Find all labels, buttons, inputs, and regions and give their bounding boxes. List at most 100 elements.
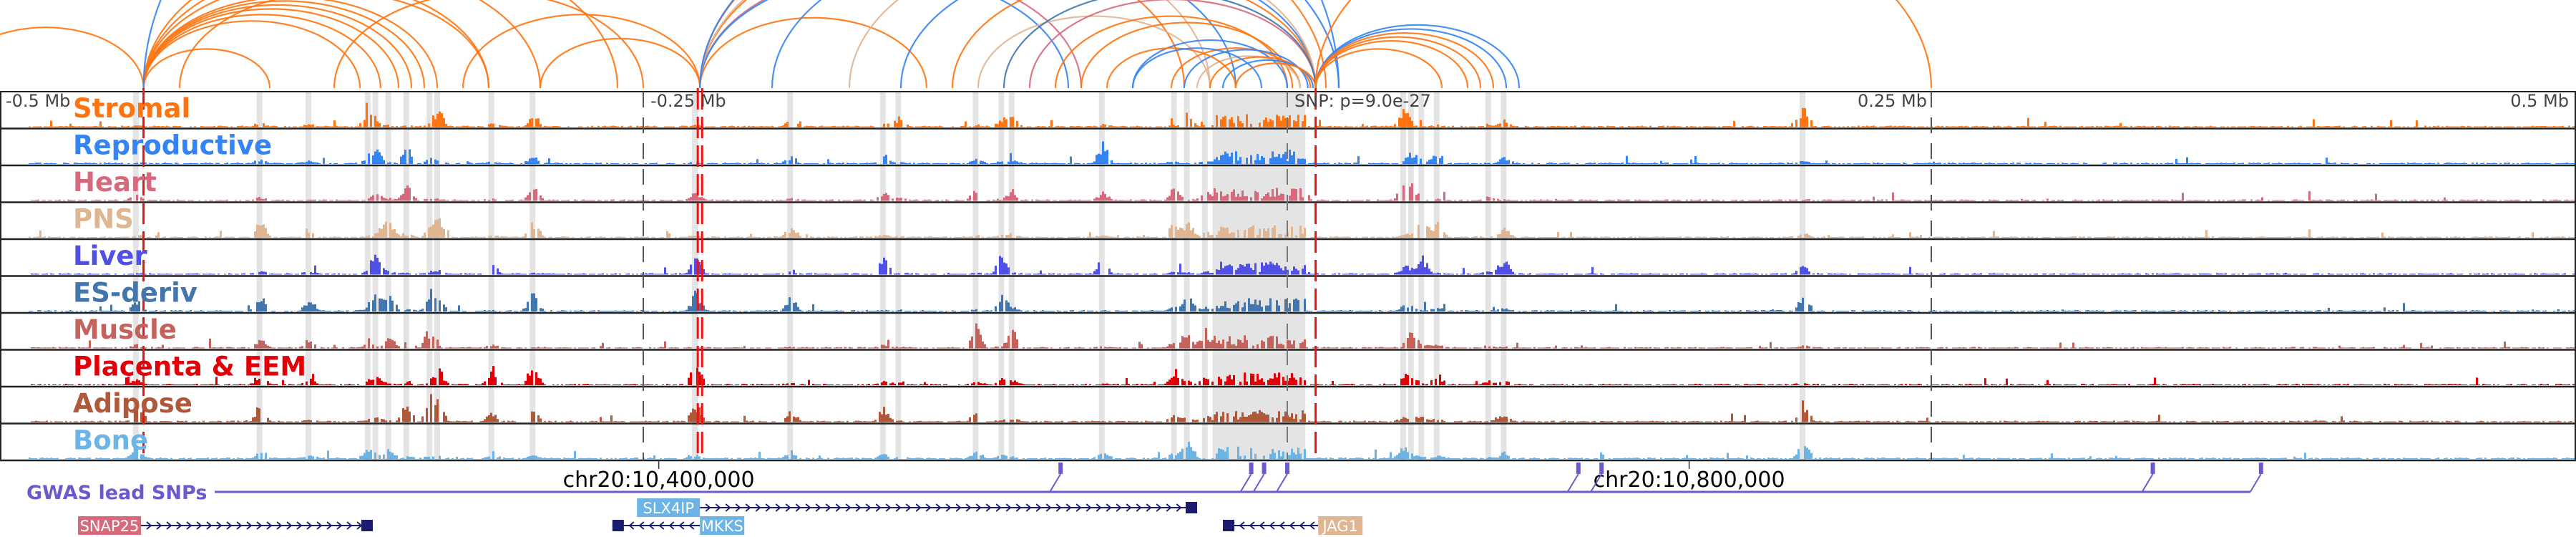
strand-arrow xyxy=(805,503,811,512)
strand-arrow xyxy=(825,503,831,512)
strand-arrow xyxy=(1065,503,1072,512)
strand-arrow xyxy=(1035,503,1042,512)
loop-arc xyxy=(848,0,1317,89)
strand-arrow xyxy=(995,503,1002,512)
gwas-snp-connector xyxy=(1590,473,1603,493)
loop-arc xyxy=(142,0,426,89)
gwas-track: GWAS lead SNPs xyxy=(26,463,2263,504)
gwas-snp-connector xyxy=(1239,473,1252,493)
loop-arc xyxy=(1209,56,1312,89)
strand-arrow xyxy=(1005,503,1012,512)
loop-arc xyxy=(1314,0,1933,89)
strand-arrow xyxy=(1116,503,1122,512)
gwas-snp-marker xyxy=(1599,463,1604,474)
track-label: PNS xyxy=(73,204,134,235)
tick-label: 0.5 Mb xyxy=(2510,91,2569,111)
strand-arrow xyxy=(915,503,922,512)
signal-bars xyxy=(29,141,2576,164)
signal-bars xyxy=(31,254,2576,275)
strand-arrow xyxy=(206,521,213,530)
strand-arrow xyxy=(815,503,821,512)
gwas-snp-marker xyxy=(1262,463,1267,474)
gene-snap25: SNAP25 xyxy=(78,516,373,535)
loop-arc xyxy=(899,0,1317,89)
strand-arrow xyxy=(266,521,273,530)
strand-arrow xyxy=(186,521,192,530)
strand-arrow xyxy=(276,521,283,530)
strand-arrow xyxy=(256,521,263,530)
loop-arc xyxy=(1131,47,1263,89)
gwas-snp-connector xyxy=(1252,473,1265,493)
strand-arrow xyxy=(236,521,243,530)
signal-bars xyxy=(29,102,2576,127)
gwas-snp-connector xyxy=(1566,473,1579,493)
strand-arrow xyxy=(1259,521,1265,530)
strand-arrow xyxy=(196,521,203,530)
gwas-snp-connector xyxy=(1276,473,1288,493)
gwas-snp-connector xyxy=(1049,473,1062,493)
strand-arrow xyxy=(845,503,852,512)
loop-arcs xyxy=(0,0,1933,89)
loop-arc xyxy=(142,14,381,89)
strand-arrow xyxy=(785,503,791,512)
strand-arrow xyxy=(346,521,353,530)
strand-arrow xyxy=(1166,503,1172,512)
gwas-snp-marker xyxy=(1058,463,1063,474)
strand-arrow xyxy=(935,503,942,512)
strand-arrow xyxy=(965,503,972,512)
signal-track-muscle xyxy=(31,323,2576,349)
track-label: Heart xyxy=(73,167,157,198)
strand-arrow xyxy=(1096,503,1102,512)
strand-arrow xyxy=(725,503,731,512)
strand-arrow xyxy=(1025,503,1032,512)
axis-labels: -0.5 Mb -0.25 Mb 0.25 Mb 0.5 Mb SNP: p=9… xyxy=(6,91,2569,493)
strand-arrow xyxy=(1156,503,1162,512)
strand-arrow xyxy=(1239,521,1245,530)
loop-arc xyxy=(1314,32,1495,89)
tick-label: -0.5 Mb xyxy=(6,91,70,111)
gene-exon xyxy=(361,520,373,531)
snp-label: SNP: p=9.0e-27 xyxy=(1294,91,1431,111)
signal-track-adipose xyxy=(31,394,2576,422)
strand-arrow xyxy=(1249,521,1255,530)
strand-arrow xyxy=(715,503,721,512)
loop-arc xyxy=(1106,47,1237,89)
track-label: Adipose xyxy=(73,388,192,419)
strand-arrow xyxy=(1146,503,1152,512)
strand-arrow xyxy=(246,521,253,530)
loop-arc xyxy=(1028,0,1317,89)
signal-track-heart xyxy=(31,183,2575,201)
signal-bars xyxy=(29,218,2575,238)
strand-arrow xyxy=(945,503,952,512)
loop-arc xyxy=(142,0,619,89)
loop-arc xyxy=(142,0,439,89)
strand-arrow xyxy=(865,503,872,512)
strand-arrow xyxy=(216,521,223,530)
loop-arc xyxy=(1054,15,1289,89)
loop-arc xyxy=(462,14,701,89)
gwas-snp-connector xyxy=(2249,473,2262,493)
strand-arrow xyxy=(1279,521,1285,530)
track-label: Stromal xyxy=(73,93,190,124)
strand-arrow xyxy=(795,503,801,512)
strand-arrow xyxy=(775,503,781,512)
strand-arrow xyxy=(1176,503,1182,512)
gwas-snp-marker xyxy=(1285,463,1289,474)
track-labels: Stromal Reproductive Heart PNS Liver ES-deriv… xyxy=(73,93,306,456)
signal-bars xyxy=(31,394,2576,422)
strand-arrow xyxy=(875,503,882,512)
strand-arrow xyxy=(925,503,932,512)
loop-arc xyxy=(1234,62,1317,89)
strand-arrow xyxy=(885,503,892,512)
strand-arrow xyxy=(648,521,655,530)
loop-arc xyxy=(951,0,1317,89)
tick-label: 0.25 Mb xyxy=(1858,91,1927,111)
strand-arrow xyxy=(855,503,862,512)
loop-arc xyxy=(699,0,1070,89)
strand-arrow xyxy=(705,503,711,512)
strand-arrow xyxy=(226,521,233,530)
loop-arc xyxy=(1314,24,1521,89)
strand-arrow xyxy=(306,521,313,530)
gene-mkks: MKKS xyxy=(612,516,745,535)
